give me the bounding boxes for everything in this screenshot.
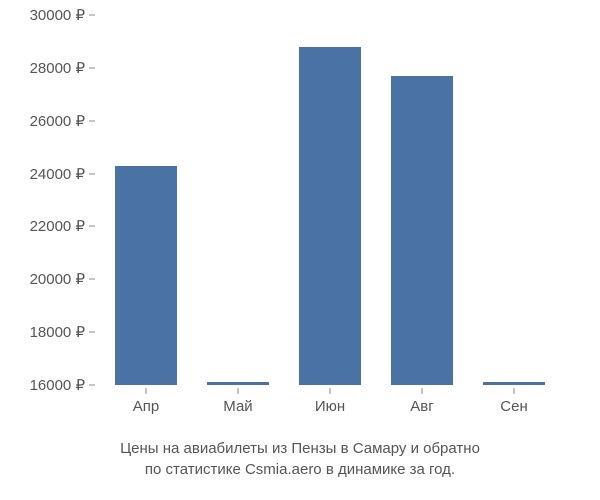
y-tick-label: 30000 ₽ [30, 6, 85, 24]
x-tick-label: Авг [410, 398, 433, 415]
x-axis: Апр Май Июн Авг Сен [100, 388, 560, 418]
x-tick-mark [146, 388, 147, 394]
y-tick-label: 16000 ₽ [30, 376, 85, 394]
bar [299, 47, 362, 385]
y-tick-label: 28000 ₽ [30, 59, 85, 77]
bars-group [100, 15, 560, 385]
y-tick-mark [89, 385, 95, 386]
chart-caption: Цены на авиабилеты из Пензы в Самару и о… [0, 438, 600, 480]
caption-line-1: Цены на авиабилеты из Пензы в Самару и о… [0, 438, 600, 459]
price-chart: 16000 ₽ 18000 ₽ 20000 ₽ 22000 ₽ 24000 ₽ 26000… [0, 0, 600, 500]
y-axis: 16000 ₽18000 ₽20000 ₽22000 ₽24000 ₽26000… [0, 15, 95, 385]
y-tick-mark [89, 173, 95, 174]
y-tick-label: 20000 ₽ [30, 270, 85, 288]
y-tick-mark [89, 332, 95, 333]
y-tick-mark [89, 120, 95, 121]
y-tick-label: 26000 ₽ [30, 112, 85, 130]
y-tick-mark [89, 67, 95, 68]
x-tick-label: Июн [315, 398, 345, 415]
y-tick-mark [89, 226, 95, 227]
y-tick-label: 24000 ₽ [30, 165, 85, 183]
plot-area [100, 15, 560, 385]
bar [207, 382, 270, 385]
x-tick-mark [330, 388, 331, 394]
bar [115, 166, 178, 385]
y-tick-label: 22000 ₽ [30, 217, 85, 235]
y-tick-mark [89, 15, 95, 16]
x-tick-mark [514, 388, 515, 394]
x-tick-label: Сен [500, 398, 527, 415]
x-tick-label: Май [223, 398, 252, 415]
y-tick-mark [89, 279, 95, 280]
bar [391, 76, 454, 385]
x-tick-label: Апр [133, 398, 159, 415]
bar [483, 382, 546, 385]
x-tick-mark [422, 388, 423, 394]
y-tick-label: 18000 ₽ [30, 323, 85, 341]
caption-line-2: по статистике Csmia.aero в динамике за г… [0, 459, 600, 480]
x-tick-mark [238, 388, 239, 394]
